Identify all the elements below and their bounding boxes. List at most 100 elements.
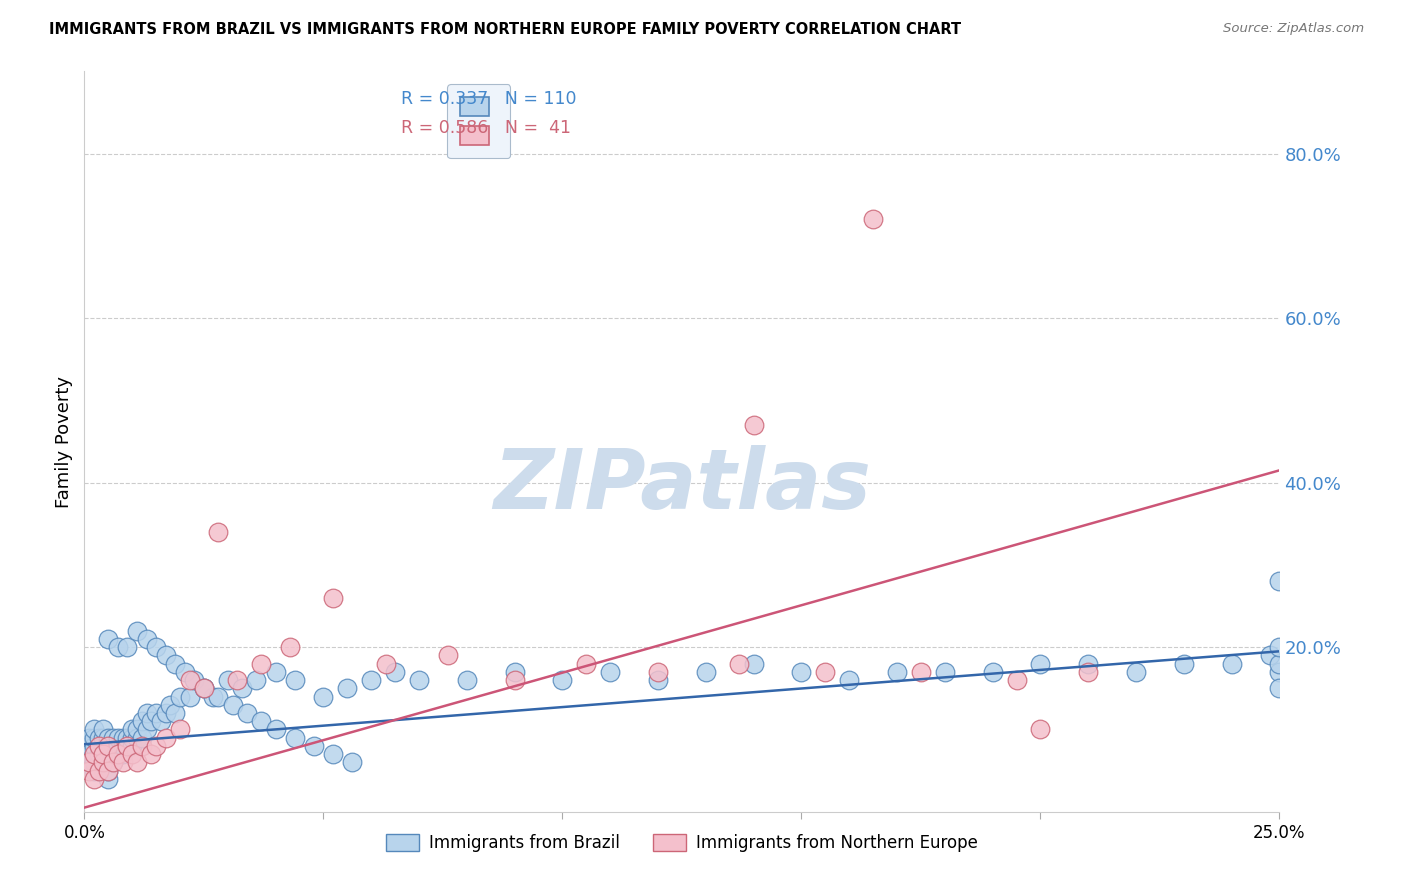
Point <box>173 665 195 679</box>
Point <box>790 665 813 679</box>
Point <box>101 756 124 770</box>
Point <box>728 657 751 671</box>
Point <box>121 723 143 737</box>
Point <box>360 673 382 687</box>
Point <box>384 665 406 679</box>
Point <box>695 665 717 679</box>
Point <box>1268 657 1291 671</box>
Point <box>83 772 105 786</box>
Point <box>886 665 908 679</box>
Point <box>117 640 139 655</box>
Point <box>1258 648 1281 663</box>
Point <box>87 739 110 753</box>
Point <box>77 764 100 778</box>
Point <box>207 690 229 704</box>
Point <box>169 690 191 704</box>
Point <box>1077 665 1099 679</box>
Point <box>322 591 344 605</box>
Point <box>121 739 143 753</box>
Point <box>862 212 884 227</box>
Point <box>245 673 267 687</box>
Point <box>87 739 110 753</box>
Point <box>93 747 115 761</box>
Point <box>83 756 105 770</box>
Point <box>236 706 259 720</box>
Point <box>135 723 157 737</box>
Point <box>77 731 100 745</box>
Point <box>97 747 120 761</box>
Point <box>551 673 574 687</box>
Point <box>374 657 396 671</box>
Point <box>83 723 105 737</box>
Point <box>436 648 458 663</box>
Text: IMMIGRANTS FROM BRAZIL VS IMMIGRANTS FROM NORTHERN EUROPE FAMILY POVERTY CORRELA: IMMIGRANTS FROM BRAZIL VS IMMIGRANTS FRO… <box>49 22 962 37</box>
Point <box>111 739 134 753</box>
Point <box>1173 657 1195 671</box>
Point <box>101 747 124 761</box>
Point <box>131 739 153 753</box>
Point <box>97 756 120 770</box>
Point <box>145 640 167 655</box>
Legend: Immigrants from Brazil, Immigrants from Northern Europe: Immigrants from Brazil, Immigrants from … <box>378 828 986 859</box>
Point <box>117 731 139 745</box>
Point <box>340 756 363 770</box>
Point <box>135 632 157 646</box>
Point <box>231 681 253 696</box>
Point <box>910 665 932 679</box>
Point <box>83 764 105 778</box>
Point <box>226 673 249 687</box>
Point <box>87 756 110 770</box>
Point <box>599 665 621 679</box>
Point <box>193 681 215 696</box>
Text: ZIPatlas: ZIPatlas <box>494 445 870 526</box>
Point <box>149 714 172 729</box>
Point <box>1029 723 1052 737</box>
Point <box>87 731 110 745</box>
Point <box>107 747 129 761</box>
Point <box>264 723 287 737</box>
Point <box>111 747 134 761</box>
Point <box>159 698 181 712</box>
Point <box>250 657 273 671</box>
Point <box>1077 657 1099 671</box>
Point <box>193 681 215 696</box>
Point <box>93 739 115 753</box>
Point <box>93 756 115 770</box>
Point <box>131 714 153 729</box>
Point <box>141 747 163 761</box>
Point <box>155 731 177 745</box>
Point <box>981 665 1004 679</box>
Point <box>87 764 110 778</box>
Point <box>1268 665 1291 679</box>
Point <box>97 772 120 786</box>
Point <box>169 723 191 737</box>
Point <box>125 756 148 770</box>
Point <box>117 739 139 753</box>
Point <box>83 731 105 745</box>
Point <box>101 756 124 770</box>
Point <box>107 747 129 761</box>
Point <box>165 657 187 671</box>
Point <box>107 739 129 753</box>
Point <box>250 714 273 729</box>
Text: R = 0.586   N =  41: R = 0.586 N = 41 <box>401 119 571 136</box>
Point <box>503 665 526 679</box>
Point <box>83 747 105 761</box>
Point <box>814 665 837 679</box>
Point <box>97 731 120 745</box>
Point <box>179 673 201 687</box>
Point <box>503 673 526 687</box>
Point <box>456 673 478 687</box>
Point <box>302 739 325 753</box>
Point <box>97 739 120 753</box>
Point <box>87 747 110 761</box>
Point <box>125 731 148 745</box>
Point <box>97 764 120 778</box>
Point <box>165 706 187 720</box>
Point <box>336 681 359 696</box>
Point <box>111 756 134 770</box>
Point <box>742 657 765 671</box>
Point <box>1268 574 1291 589</box>
Point <box>1005 673 1028 687</box>
Point <box>647 673 669 687</box>
